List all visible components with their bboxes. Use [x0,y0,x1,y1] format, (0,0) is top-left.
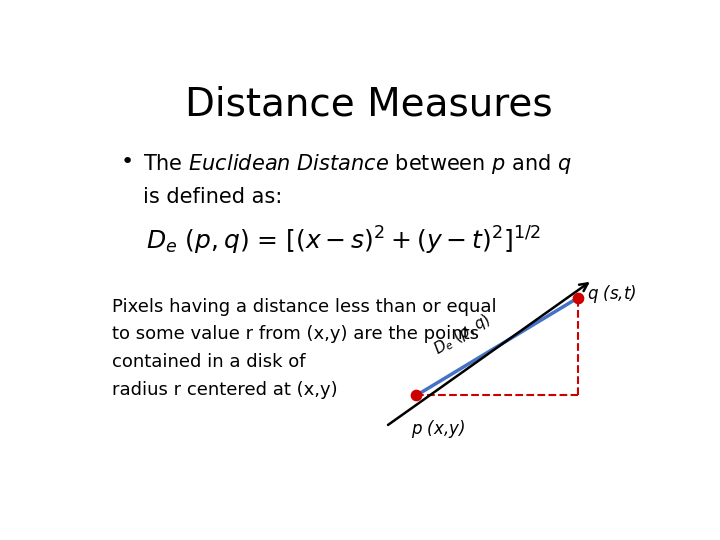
Text: is defined as:: is defined as: [143,187,282,207]
Text: Distance Measures: Distance Measures [185,85,553,124]
Text: Pixels having a distance less than or equal
to some value r from (x,y) are the p: Pixels having a distance less than or eq… [112,298,497,399]
Text: The $\it{Euclidean\ Distance}$ between $\it{p}$ and $\it{q}$: The $\it{Euclidean\ Distance}$ between $… [143,152,572,176]
Text: $\it{D_e}\ \it{(p,q)}$ = $[(x - s)^2 + (y - t)^2]^{1/2}$: $\it{D_e}\ \it{(p,q)}$ = $[(x - s)^2 + (… [145,225,541,257]
Text: $p$ (x,y): $p$ (x,y) [411,418,465,440]
Text: •: • [121,152,134,172]
Point [572,293,584,302]
Point [410,391,422,400]
Text: $D_e$ $(p,q)$: $D_e$ $(p,q)$ [430,310,494,359]
Text: $q$ (s,t): $q$ (s,t) [587,284,636,305]
